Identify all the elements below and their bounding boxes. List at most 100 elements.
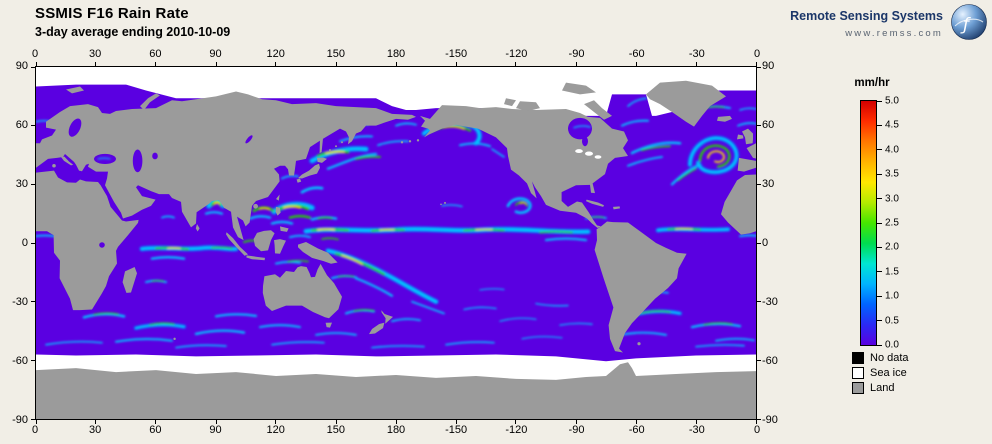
colorbar-tick xyxy=(877,198,882,200)
colorbar-tick-label: 3.0 xyxy=(885,193,899,205)
land-java xyxy=(246,255,265,261)
map-legend: No data Sea ice Land xyxy=(852,352,909,397)
baltic-sea xyxy=(68,118,82,137)
longitude-axis-bottom: 0 30 60 90 120 150 180 -150 -120 -90 -60 -30 0 xyxy=(32,424,760,437)
lon-tick-label: 60 xyxy=(149,424,162,436)
legend-item: No data xyxy=(852,352,909,364)
colorbar-unit-label: mm/hr xyxy=(854,77,890,89)
hudson-bay xyxy=(568,117,592,140)
lat-tick-label: -60 xyxy=(12,355,28,367)
legend-swatch xyxy=(852,367,864,379)
axis-tick xyxy=(155,420,157,424)
land-africa xyxy=(36,170,139,311)
axis-tick xyxy=(757,242,761,244)
lat-tick-label: -90 xyxy=(12,414,28,426)
axis-tick xyxy=(95,420,97,424)
lat-tick-label: 0 xyxy=(762,237,769,249)
lat-tick-label: 60 xyxy=(15,119,28,131)
land-luzon xyxy=(275,206,281,216)
axis-tick xyxy=(755,420,757,424)
map-frame xyxy=(31,62,761,424)
brand-text: Remote Sensing Systems www.remss.com xyxy=(790,3,943,39)
legend-swatch xyxy=(852,382,864,394)
axis-tick xyxy=(757,66,761,68)
axis-tick xyxy=(275,62,277,66)
lat-tick-label: 30 xyxy=(762,178,775,190)
axis-tick xyxy=(215,62,217,66)
axis-tick xyxy=(635,62,637,66)
axis-tick xyxy=(755,62,757,66)
colorbar-tick xyxy=(877,173,882,175)
legend-label: Land xyxy=(870,382,895,394)
axis-tick xyxy=(31,183,35,185)
lon-tick-label: 120 xyxy=(266,48,285,60)
black-sea xyxy=(94,153,116,164)
axis-tick xyxy=(31,242,35,244)
land-cuba xyxy=(586,199,604,207)
land-hawaii-1 xyxy=(444,201,446,204)
axis-tick xyxy=(31,125,35,127)
lon-tick-label: 0 xyxy=(753,48,761,60)
axis-tick xyxy=(455,62,457,66)
land-south-america xyxy=(594,221,687,353)
legend-label: Sea ice xyxy=(870,367,907,379)
land-nz-north xyxy=(381,310,393,324)
axis-tick xyxy=(395,420,397,424)
latitude-axis-right: 90 60 30 0 -30 -60 -90 xyxy=(759,60,792,426)
lake-baikal xyxy=(245,135,253,144)
land-hispaniola xyxy=(613,206,620,210)
great-lake-superior xyxy=(575,149,583,154)
colorbar-tick-label: 4.0 xyxy=(885,144,899,156)
legend-item: Sea ice xyxy=(852,367,909,379)
lon-tick-label: 30 xyxy=(89,48,102,60)
land-aleutian-1 xyxy=(400,141,404,144)
axis-tick xyxy=(757,125,761,127)
colorbar-tick xyxy=(877,271,882,273)
axis-tick xyxy=(31,359,35,361)
brand-url: www.remss.com xyxy=(845,28,943,39)
colorbar: 5.0 4.5 4.0 3.5 3.0 2.5 2.0 1.5 1.0 0.5 0.0 xyxy=(860,96,899,351)
lon-tick-label: 120 xyxy=(266,424,285,436)
caspian-sea xyxy=(132,149,143,173)
land-nz-south xyxy=(369,322,385,335)
land-baffin xyxy=(584,100,612,120)
brand-globe-icon: ƒ xyxy=(951,4,987,40)
colorbar-tick-label: 5.0 xyxy=(885,95,899,107)
aral-sea xyxy=(152,152,158,160)
land-ellesmere xyxy=(562,82,596,95)
colorbar-tick-label: 4.5 xyxy=(885,119,899,131)
axis-tick xyxy=(395,62,397,66)
world-rain-map xyxy=(36,67,756,419)
land-iberia xyxy=(737,157,756,172)
colorbar-tick xyxy=(877,246,882,248)
axis-tick xyxy=(757,359,761,361)
lat-tick-label: 30 xyxy=(15,178,28,190)
colorbar-tick xyxy=(877,124,882,126)
brand-name: Remote Sensing Systems xyxy=(790,9,943,23)
land-svalbard xyxy=(66,86,84,94)
land-sumatra xyxy=(226,232,248,256)
legend-swatch xyxy=(852,352,864,364)
lon-tick-label: -30 xyxy=(688,424,705,436)
colorbar-tick-label: 0.0 xyxy=(885,339,899,351)
land-mindanao xyxy=(280,226,289,232)
lon-tick-label: 150 xyxy=(326,424,346,436)
land-sri-lanka xyxy=(195,224,200,232)
lon-tick-label: 0 xyxy=(31,48,39,60)
colorbar-tick xyxy=(877,149,882,151)
lon-tick-label: -150 xyxy=(445,48,468,60)
land-antarctica xyxy=(36,362,756,419)
land-africa-west xyxy=(721,174,756,235)
axis-tick xyxy=(455,420,457,424)
lon-tick-label: 30 xyxy=(89,424,102,436)
axis-tick xyxy=(275,420,277,424)
colorbar-tick-label: 1.0 xyxy=(885,290,899,302)
land-france-west xyxy=(746,143,756,159)
land-hawaii-2 xyxy=(440,203,442,206)
colorbar-tick-label: 2.5 xyxy=(885,217,899,229)
colorbar-tick xyxy=(877,222,882,224)
lat-tick-label: 60 xyxy=(762,119,775,131)
colorbar-tick-label: 0.5 xyxy=(885,315,899,327)
lon-tick-label: -120 xyxy=(505,424,528,436)
